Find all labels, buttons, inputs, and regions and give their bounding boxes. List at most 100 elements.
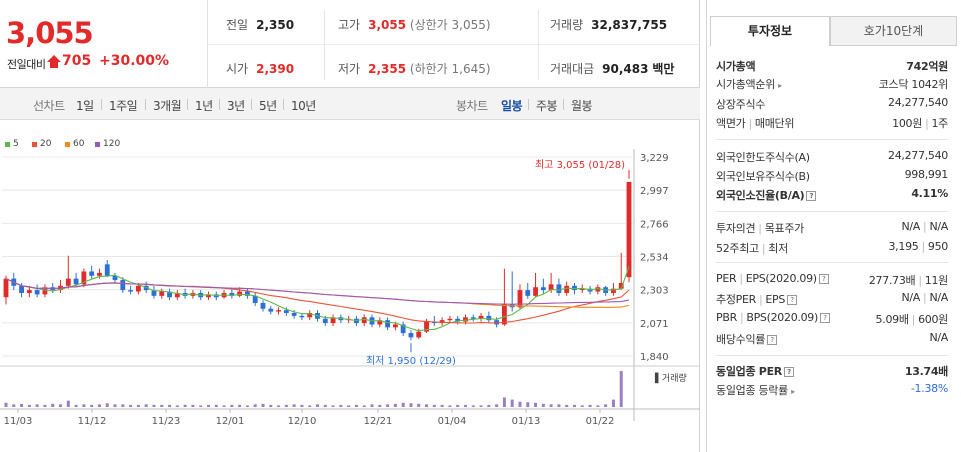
candle-body [244,291,250,296]
period-1w[interactable]: 1주일 [109,99,138,113]
volume-bar [386,404,390,407]
price-stats: 전일 2,350 고가 3,055 (상한가 3,055) 거래량 32,837,75… [208,0,700,88]
volume-bar [518,401,522,407]
volume-label: ▌거래량 [654,372,687,384]
divider [283,99,284,110]
volume-bar [393,403,397,407]
volume-bar [4,402,8,407]
volume-bar [502,397,506,407]
period-5y[interactable]: 5년 [259,99,277,113]
candle-body [525,290,531,296]
divider [528,99,529,110]
help-icon[interactable]: ? [806,191,817,201]
tab-orderbook[interactable]: 호가10단계 [830,16,957,46]
period-1d[interactable]: 1일 [76,99,94,113]
x-tick-label: 01/04 [438,416,467,427]
period-weekly[interactable]: 주봉 [536,99,558,113]
volume-bar [105,403,109,407]
divider [145,99,146,110]
period-monthly[interactable]: 월봉 [571,99,593,113]
volume-bar [370,404,374,407]
volume-bar [51,403,55,407]
volume-bar [565,404,569,407]
volume-bar [113,404,117,407]
chevron-right-icon: ▸ [778,81,782,90]
y-tick-label: 1,840 [640,352,669,363]
volume-bar [74,404,78,407]
row-market-cap-rank[interactable]: 시가총액순위 ▸ 코스닥 1042위 [716,78,948,91]
volume-bar [20,403,24,407]
help-icon[interactable]: ? [783,367,794,377]
candle-body [167,291,172,298]
candle-body [611,288,616,293]
candle-body [572,285,577,291]
line-chart-label: 선차트 [33,99,65,113]
candle-body [34,290,40,295]
tab-invest-info[interactable]: 투자정보 [710,16,830,46]
candle-body [556,284,562,293]
period-1y[interactable]: 1년 [195,99,213,113]
volume-bar [168,404,172,407]
candle-body [408,333,414,338]
candle-body [283,310,289,314]
legend-swatch [32,141,37,147]
stat-low: 저가 2,355 (하한가 1,645) [338,62,491,76]
volume-bar [323,404,327,407]
candle-body [400,324,406,334]
divider [716,355,948,356]
candle-body [618,282,624,289]
volume-bar [300,404,304,407]
volume-bar [129,404,133,407]
candle-body [299,315,305,318]
candle-body [174,292,180,298]
volume-bar [549,404,553,407]
volume-bar [378,404,382,407]
candle-body [151,290,157,296]
period-3m[interactable]: 3개월 [153,99,182,113]
help-icon[interactable]: ? [818,274,829,284]
volume-bar [136,404,140,407]
row-foreign-limit: 외국인한도주식수(A) 24,277,540 [716,149,948,164]
volume-bar [510,399,514,407]
legend-swatch [5,141,10,147]
row-52week: 52주최고 | 최저 3,195 | 950 [716,240,948,255]
volume-bar [611,399,615,407]
stat-prev-close: 전일 2,350 [226,18,295,32]
price-chart[interactable]: 5 20 60 120 3,229 2,997 2,766 2,534 2,303 2,0… [0,121,700,452]
row-est-per: 추정PER | EPS? N/A | N/A [716,291,948,306]
candle-body [564,285,570,293]
candle-body [540,287,546,291]
volume-bar [82,404,86,407]
period-daily[interactable]: 일봉 [501,99,523,113]
candle-body [3,278,9,298]
volume-bar [59,404,63,407]
candle-body [548,284,554,291]
volume-bar [90,404,94,407]
row-sector-rate[interactable]: 동일업종 등락률 ▸ -1.38% [716,382,948,397]
price-change: 705 [62,53,92,69]
x-tick-label: 12/01 [216,416,245,427]
period-3y[interactable]: 3년 [227,99,245,113]
candle-chart-label: 봉차트 [456,99,488,113]
candle-body [135,285,141,292]
volume-bar [588,404,592,407]
x-tick-label: 11/12 [78,416,107,427]
candle-body [595,287,601,292]
volume-bar [277,405,281,407]
help-icon[interactable]: ? [767,335,778,345]
divider [187,99,188,110]
volume-bar [448,405,452,407]
candle-body [322,318,328,324]
row-sector-per: 동일업종 PER? 13.74배 [716,365,948,378]
legend-swatch [95,141,100,147]
period-10y[interactable]: 10년 [291,99,316,113]
volume-bar [495,404,499,407]
volume-bar [152,404,156,407]
volume-bar [487,404,491,407]
stat-amount: 거래대금 90,483 백만 [550,62,675,76]
volume-bar [175,405,179,407]
divider [219,99,220,110]
help-icon[interactable]: ? [819,313,830,323]
help-icon[interactable]: ? [787,295,798,305]
